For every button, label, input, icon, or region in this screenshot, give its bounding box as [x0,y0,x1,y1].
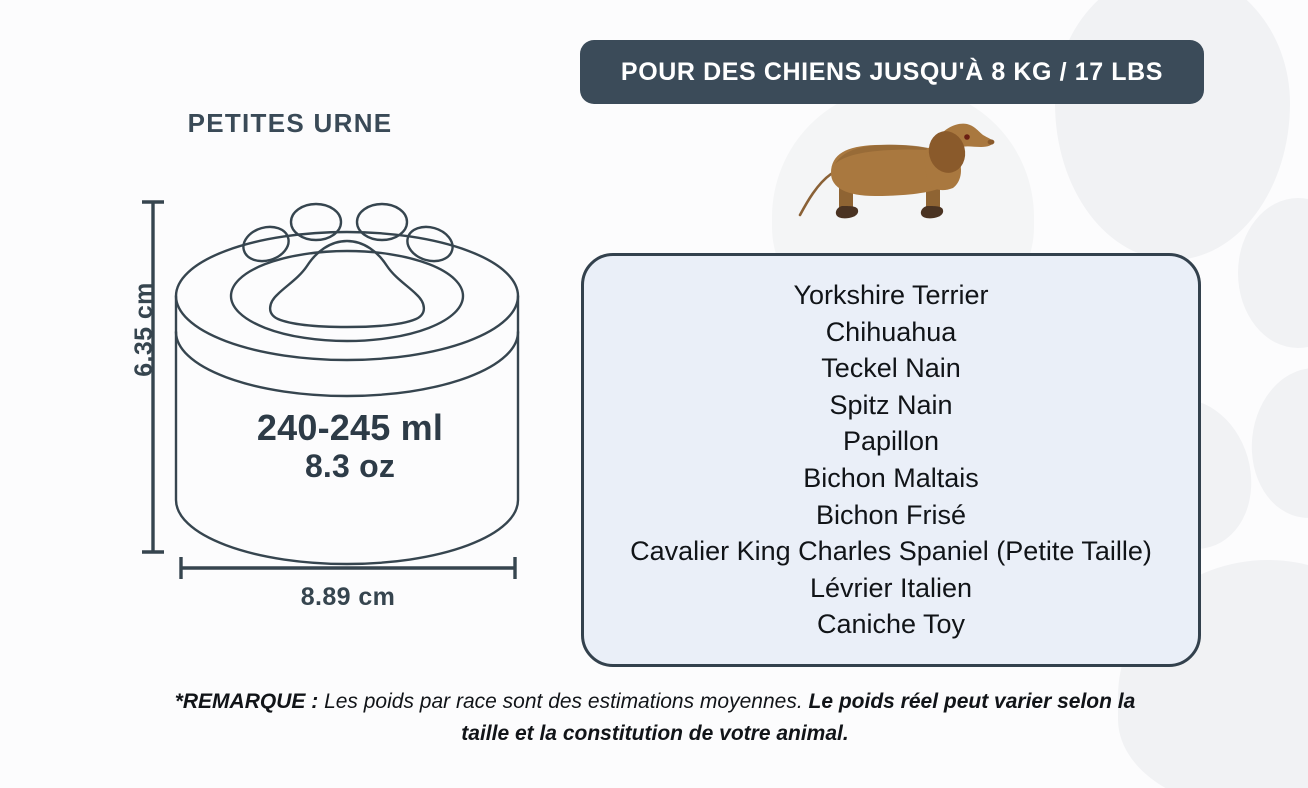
page-title: PETITES URNE [187,108,393,138]
weight-range-banner: POUR DES CHIENS JUSQU'À 8 KG / 17 LBS [580,40,1204,104]
footnote-bold-text-line2: varier selon la taille et la constitutio… [461,690,1136,745]
breed-item: Caniche Toy [816,609,966,640]
dimension-line-height [142,200,164,554]
watermark-paw-toe-bottom-right [1244,362,1308,524]
dachshund-icon [795,118,995,230]
urn-volume-text: 240-245 ml 8.3 oz [185,407,515,486]
footnote-label: *REMARQUE : [174,690,319,713]
breed-item: Bichon Frisé [815,499,967,530]
dimension-label-height: 6.35 cm [129,282,158,377]
dimension-label-width: 8.89 cm [300,583,396,611]
breed-item: Lévrier Italien [809,572,973,603]
dimension-line-width [179,557,517,579]
breed-item: Spitz Nain [829,389,953,420]
breed-item: Teckel Nain [821,353,961,384]
urn-volume-ml: 240-245 ml [256,407,444,448]
footnote-bold-text-line1: Le poids réel peut [808,690,989,713]
breed-item: Yorkshire Terrier [793,280,989,311]
breed-item: Cavalier King Charles Spaniel (Petite Ta… [630,536,1152,567]
breed-item: Bichon Maltais [803,463,979,493]
urn-volume-oz: 8.3 oz [304,448,396,485]
footnote-disclaimer: *REMARQUE : Les poids par race sont des … [150,686,1160,750]
urn-diagram [0,180,580,620]
footnote-regular-text: Les poids par race sont des estimations … [324,690,803,713]
urn-section: PETITES URNE [0,0,580,788]
breed-item: Papillon [842,426,940,457]
breed-item: Chihuahua [825,316,957,347]
breed-list-panel: Yorkshire Terrier Chihuahua Teckel Nain … [581,253,1201,667]
